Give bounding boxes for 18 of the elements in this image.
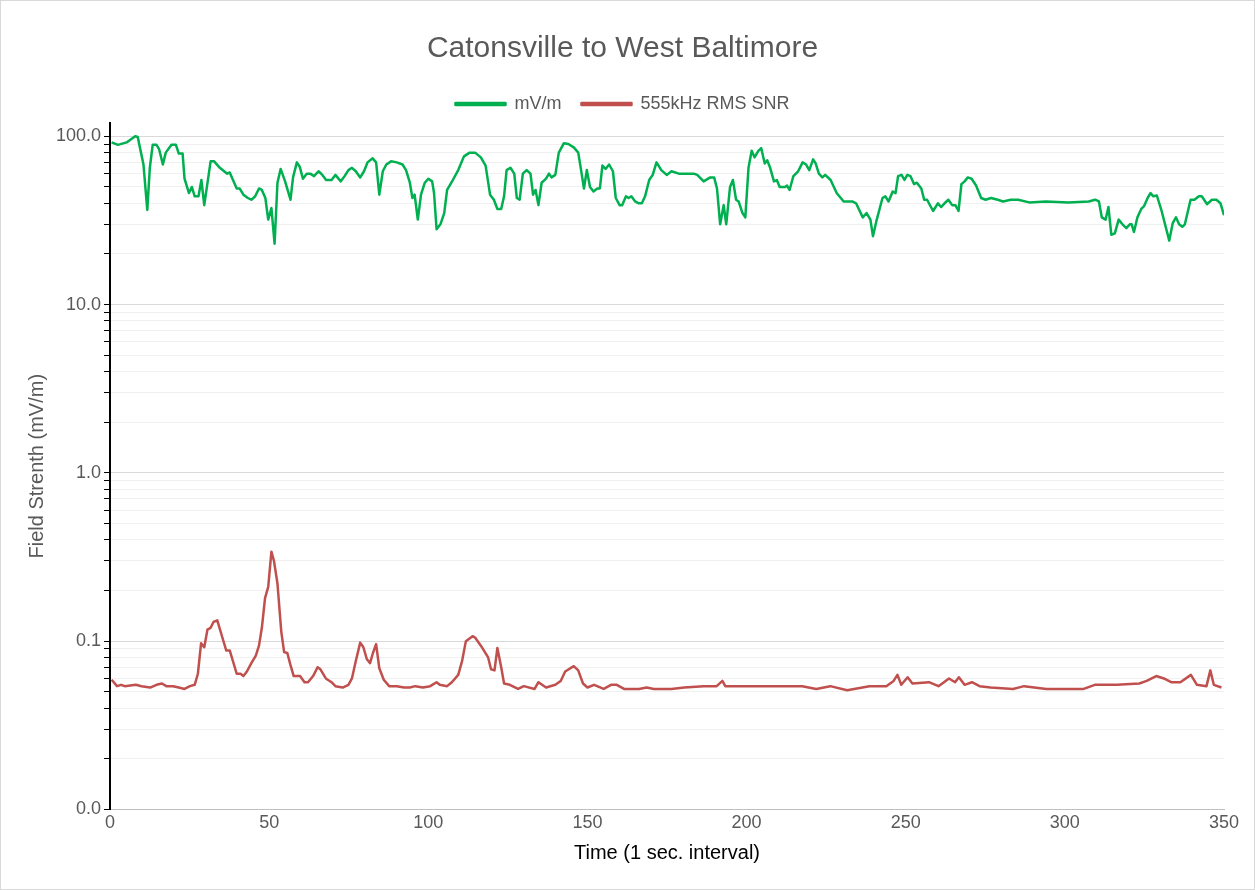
x-tick-label: 100 [413, 812, 444, 833]
y-tick-label: 0.1 [76, 630, 102, 651]
x-tick-label: 50 [259, 812, 280, 833]
x-tick-label: 150 [572, 812, 603, 833]
x-tick-label: 0 [105, 812, 116, 833]
x-tick-label: 300 [1049, 812, 1080, 833]
legend-label: 555kHz RMS SNR [640, 92, 790, 113]
y-tick-label: 10.0 [66, 293, 102, 314]
x-tick-label: 200 [731, 812, 762, 833]
x-axis-title: Time (1 sec. interval) [574, 840, 761, 863]
x-tick-label: 350 [1208, 812, 1240, 833]
y-axis-title: Field Strenth (mV/m) [24, 373, 47, 559]
legend-label: mV/m [514, 92, 562, 113]
x-tick-label: 250 [890, 812, 921, 833]
y-tick-label: 0.0 [76, 798, 102, 819]
chart-title: Catonsville to West Baltimore [426, 30, 819, 64]
y-tick-label: 100.0 [56, 125, 102, 146]
y-tick-label: 1.0 [76, 461, 102, 482]
